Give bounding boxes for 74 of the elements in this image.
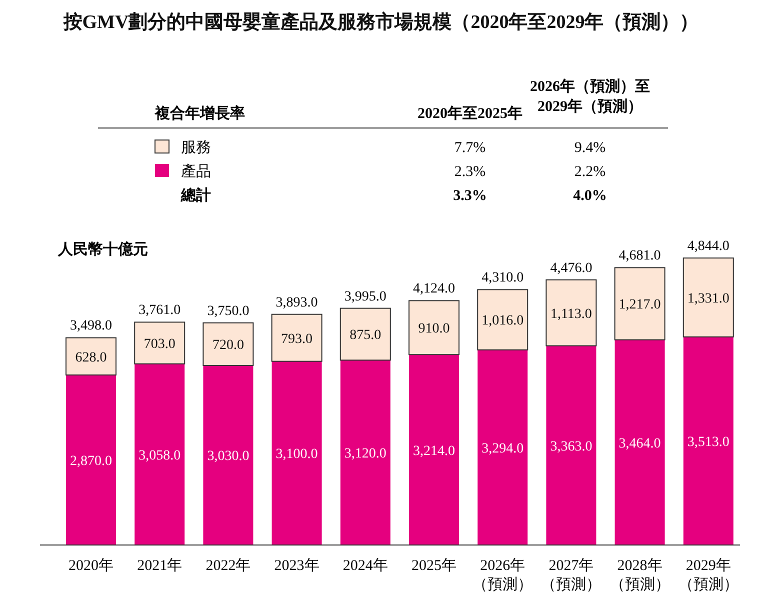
text: 9.4% [574, 140, 606, 156]
text: 2020年至2025年 [418, 105, 522, 122]
chart-title: 按GMV劃分的中國母嬰童產品及服務市場規模（2020年至2029年（預測）） [62, 11, 699, 33]
legend-label: 產品 [181, 163, 211, 180]
bar [614, 340, 665, 545]
bar [478, 350, 528, 545]
x-tick-label: 2023年 [274, 557, 320, 574]
text: 7.7% [454, 140, 486, 156]
total-label: 3,498.0 [70, 318, 112, 334]
y-axis-title: 人民幣十億元 [57, 241, 148, 258]
data-label: 1,113.0 [550, 306, 592, 322]
bar [66, 337, 116, 376]
bar [271, 314, 322, 362]
data-label: 1,331.0 [687, 291, 730, 306]
total-label: 4,476.0 [550, 260, 592, 276]
bar [682, 258, 734, 338]
total-label: 4,124.0 [413, 282, 455, 297]
data-label: 1,217.0 [618, 298, 661, 313]
total-label: 4,844.0 [687, 239, 730, 254]
bar [477, 289, 528, 350]
data-label: 793.0 [281, 332, 313, 347]
x-tick-label: 2028年（預測） [610, 557, 670, 593]
bar [66, 374, 116, 545]
data-label: 3,214.0 [413, 444, 455, 459]
x-tick-label: 2024年 [342, 557, 388, 574]
text: 總計 [180, 187, 211, 204]
bar [340, 308, 391, 361]
bar [203, 365, 254, 545]
data-label: 3,030.0 [207, 449, 250, 464]
bar [614, 267, 666, 340]
data-label: 2,870.0 [70, 454, 112, 469]
data-label: 3,058.0 [138, 448, 181, 464]
bar [683, 336, 734, 545]
total-label: 3,761.0 [138, 303, 181, 318]
x-tick-label: 2020年 [68, 557, 114, 574]
x-tick-label: 2021年 [137, 557, 182, 574]
x-tick-label: 2027年（預測） [541, 557, 602, 593]
data-label: 3,294.0 [482, 441, 524, 456]
text: 2026年（預測）至2029年（預測） [530, 78, 650, 115]
data-label: 703.0 [144, 336, 176, 352]
bar [340, 360, 390, 545]
bar [202, 322, 254, 366]
legend-title: 複合年增長率 [154, 104, 245, 122]
data-label: 3,513.0 [687, 434, 730, 450]
bar [272, 361, 322, 545]
total-label: 3,893.0 [276, 295, 318, 310]
total-label: 3,995.0 [344, 289, 386, 304]
total-label: 3,750.0 [207, 304, 250, 319]
data-label: 3,363.0 [550, 439, 592, 454]
x-tick-label: 2025年 [412, 557, 456, 574]
data-label: 3,120.0 [344, 446, 386, 462]
data-label: 1,016.0 [482, 314, 524, 329]
text: 2.2% [574, 164, 606, 180]
x-tick-label: 2029年（預測） [678, 557, 738, 593]
data-label: 3,464.0 [618, 436, 661, 452]
bar [408, 300, 460, 356]
bar [546, 279, 597, 346]
bar [134, 322, 186, 364]
data-label: 875.0 [350, 328, 382, 344]
bar [409, 354, 459, 545]
data-label: 3,100.0 [276, 447, 318, 462]
text: 4.0% [573, 188, 607, 204]
x-tick-label: 2026年（預測） [472, 557, 533, 593]
data-label: 720.0 [212, 338, 244, 354]
data-label: 910.0 [418, 322, 450, 337]
total-label: 4,310.0 [482, 270, 524, 286]
data-label: 628.0 [75, 350, 107, 366]
legend-label: 服務 [181, 139, 211, 156]
text: 2.3% [454, 164, 486, 180]
bar [546, 346, 596, 545]
x-tick-label: 2022年 [206, 557, 251, 574]
total-label: 4,681.0 [618, 248, 661, 264]
bar [134, 364, 185, 545]
text: 3.3% [453, 188, 487, 204]
